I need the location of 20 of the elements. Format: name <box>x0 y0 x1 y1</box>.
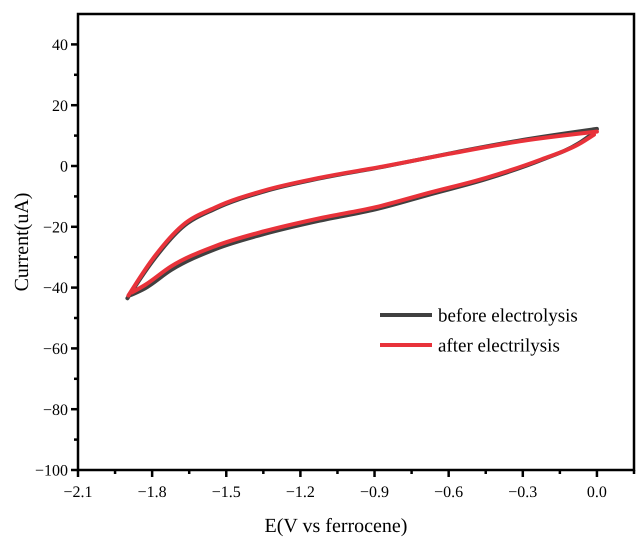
y-tick-label: 40 <box>52 37 68 54</box>
x-tick-label: −0.3 <box>508 484 538 501</box>
x-tick-label: 0.0 <box>586 484 607 501</box>
x-tick-label: −0.6 <box>434 484 464 501</box>
y-tick-label: −60 <box>42 341 68 358</box>
x-tick-label: −1.8 <box>138 484 167 501</box>
y-tick-label: 0 <box>60 158 68 176</box>
y-tick-label: −80 <box>42 402 68 419</box>
x-tick-label: −0.9 <box>360 484 390 501</box>
x-axis-title: E(V vs ferrocene) <box>264 515 408 537</box>
y-tick-label: 20 <box>52 98 68 115</box>
legend-label: before electrolysis <box>438 306 578 327</box>
y-axis-title: Current(uA) <box>11 192 33 292</box>
x-tick-label: −1.5 <box>212 484 241 501</box>
y-tick-label: −20 <box>42 219 68 236</box>
x-tick-label: −1.2 <box>286 484 315 501</box>
x-tick-label: −2.1 <box>63 484 93 501</box>
y-tick-label: −100 <box>34 462 68 480</box>
y-tick-label: −40 <box>42 280 68 298</box>
legend-label: after electrilysis <box>438 336 560 357</box>
